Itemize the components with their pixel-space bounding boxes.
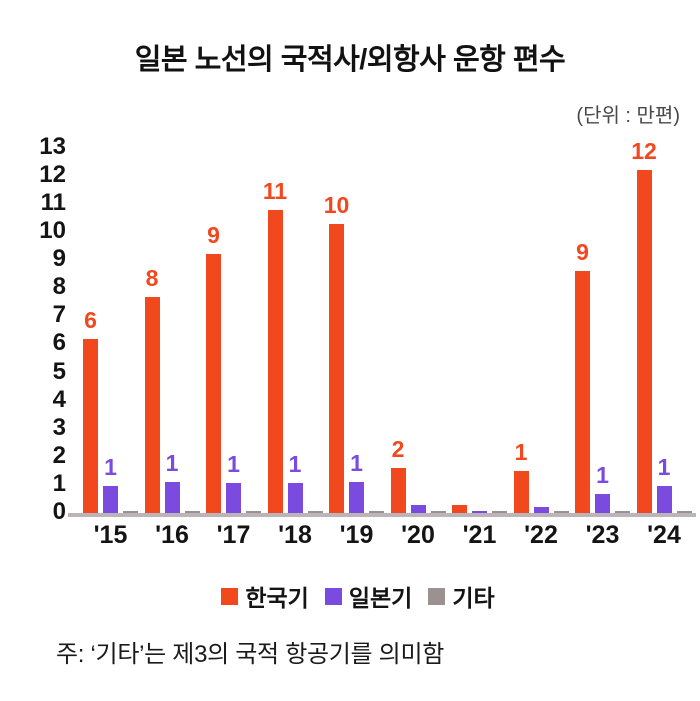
legend-item-일본기: 일본기 bbox=[324, 579, 413, 613]
x-axis-tick-label: '20 bbox=[401, 521, 435, 549]
legend-label: 기타 bbox=[452, 585, 495, 611]
bar-기타-'23 bbox=[615, 510, 630, 513]
bar-기타-'18 bbox=[307, 510, 323, 513]
x-axis-tick-label: '17 bbox=[216, 521, 251, 549]
y-axis-tick-label: 7 bbox=[52, 301, 66, 329]
bar-value-label: 1 bbox=[350, 450, 363, 477]
bar-일본기-'19 bbox=[349, 482, 364, 513]
bar-기타-'24 bbox=[676, 510, 692, 513]
bar-value-label: 10 bbox=[323, 191, 350, 218]
bar-한국기-'22 bbox=[513, 470, 529, 513]
x-axis-tick-label: '16 bbox=[155, 521, 189, 549]
legend-swatch-icon bbox=[221, 587, 239, 605]
bar-value-label: 1 bbox=[165, 450, 179, 477]
legend-item-한국기: 한국기 bbox=[221, 579, 309, 613]
legend-label: 한국기 bbox=[245, 585, 309, 611]
bar-일본기-'17 bbox=[226, 483, 241, 513]
bar-일본기-'23 bbox=[595, 494, 610, 513]
x-axis-tick-label: '15 bbox=[93, 521, 128, 549]
legend-label: 일본기 bbox=[348, 585, 413, 611]
bar-일본기-'15 bbox=[103, 486, 118, 513]
y-axis-tick-label: 2 bbox=[52, 441, 66, 469]
chart-title: 일본 노선의 국적사/외항사 운항 편수 bbox=[134, 44, 566, 76]
bar-value-label: 6 bbox=[84, 306, 97, 333]
bar-value-label: 1 bbox=[104, 454, 117, 481]
bar-한국기-'24 bbox=[636, 170, 652, 513]
bar-기타-'21 bbox=[492, 510, 507, 513]
bar-한국기-'16 bbox=[144, 296, 160, 513]
y-axis-tick-label: 9 bbox=[52, 245, 66, 273]
bar-한국기-'21 bbox=[452, 504, 467, 513]
bar-value-label: 9 bbox=[576, 239, 589, 266]
y-axis-tick-label: 4 bbox=[52, 385, 66, 413]
bar-일본기-'16 bbox=[164, 482, 180, 513]
bar-한국기-'23 bbox=[575, 271, 590, 513]
unit-label: (단위 : 만편) bbox=[576, 105, 680, 127]
legend-swatch-icon bbox=[324, 587, 342, 605]
bar-value-label: 1 bbox=[514, 438, 528, 465]
footnote: 주: ‘기타’는 제3의 국적 항공기를 의미함 bbox=[56, 641, 445, 668]
x-axis-line bbox=[68, 513, 696, 517]
y-axis-tick-label: 13 bbox=[39, 132, 66, 160]
bar-기타-'20 bbox=[430, 510, 446, 513]
bar-한국기-'17 bbox=[206, 254, 221, 513]
bar-기타-'17 bbox=[246, 510, 261, 513]
bar-value-label: 11 bbox=[262, 177, 288, 204]
bar-value-label: 9 bbox=[207, 222, 220, 249]
y-axis-tick-label: 12 bbox=[39, 160, 66, 188]
x-axis-tick-label: '22 bbox=[524, 521, 558, 549]
bar-일본기-'22 bbox=[533, 507, 549, 513]
bar-value-label: 2 bbox=[391, 436, 405, 463]
y-axis-tick-label: 6 bbox=[52, 329, 66, 357]
bar-value-label: 12 bbox=[631, 138, 657, 165]
y-axis-tick-label: 5 bbox=[52, 357, 66, 385]
bar-기타-'15 bbox=[123, 510, 138, 513]
y-axis-tick-label: 1 bbox=[52, 469, 66, 497]
x-axis-tick-label: '18 bbox=[278, 521, 312, 549]
x-axis-tick-label: '21 bbox=[462, 521, 497, 549]
bar-value-label: 1 bbox=[596, 462, 609, 489]
bar-기타-'22 bbox=[553, 510, 569, 513]
bar-일본기-'18 bbox=[287, 483, 303, 513]
legend: 한국기 일본기 기타 bbox=[8, 579, 700, 613]
y-axis-tick-label: 8 bbox=[52, 273, 66, 301]
bar-한국기-'15 bbox=[83, 338, 98, 513]
bar-일본기-'20 bbox=[410, 504, 426, 513]
legend-item-기타: 기타 bbox=[428, 579, 495, 613]
bar-기타-'16 bbox=[184, 510, 200, 513]
x-axis-tick-label: '19 bbox=[339, 521, 374, 549]
bar-value-label: 8 bbox=[145, 264, 159, 291]
y-axis-tick-label: 0 bbox=[52, 498, 66, 525]
bar-value-label: 1 bbox=[657, 454, 671, 481]
bar-value-label: 1 bbox=[288, 451, 302, 478]
bar-한국기-'20 bbox=[390, 468, 406, 513]
bar-한국기-'18 bbox=[267, 209, 283, 513]
bar-value-label: 1 bbox=[227, 451, 240, 478]
bar-한국기-'19 bbox=[329, 223, 344, 513]
bar-일본기-'24 bbox=[656, 486, 672, 513]
bar-기타-'19 bbox=[369, 510, 384, 513]
x-axis-tick-label: '23 bbox=[585, 521, 620, 549]
legend-swatch-icon bbox=[428, 587, 446, 605]
y-axis-tick-label: 10 bbox=[39, 217, 66, 244]
y-axis-tick-label: 11 bbox=[40, 188, 66, 216]
x-axis-tick-label: '24 bbox=[647, 521, 681, 549]
bar-일본기-'21 bbox=[472, 510, 487, 513]
y-axis-tick-label: 3 bbox=[52, 413, 66, 441]
